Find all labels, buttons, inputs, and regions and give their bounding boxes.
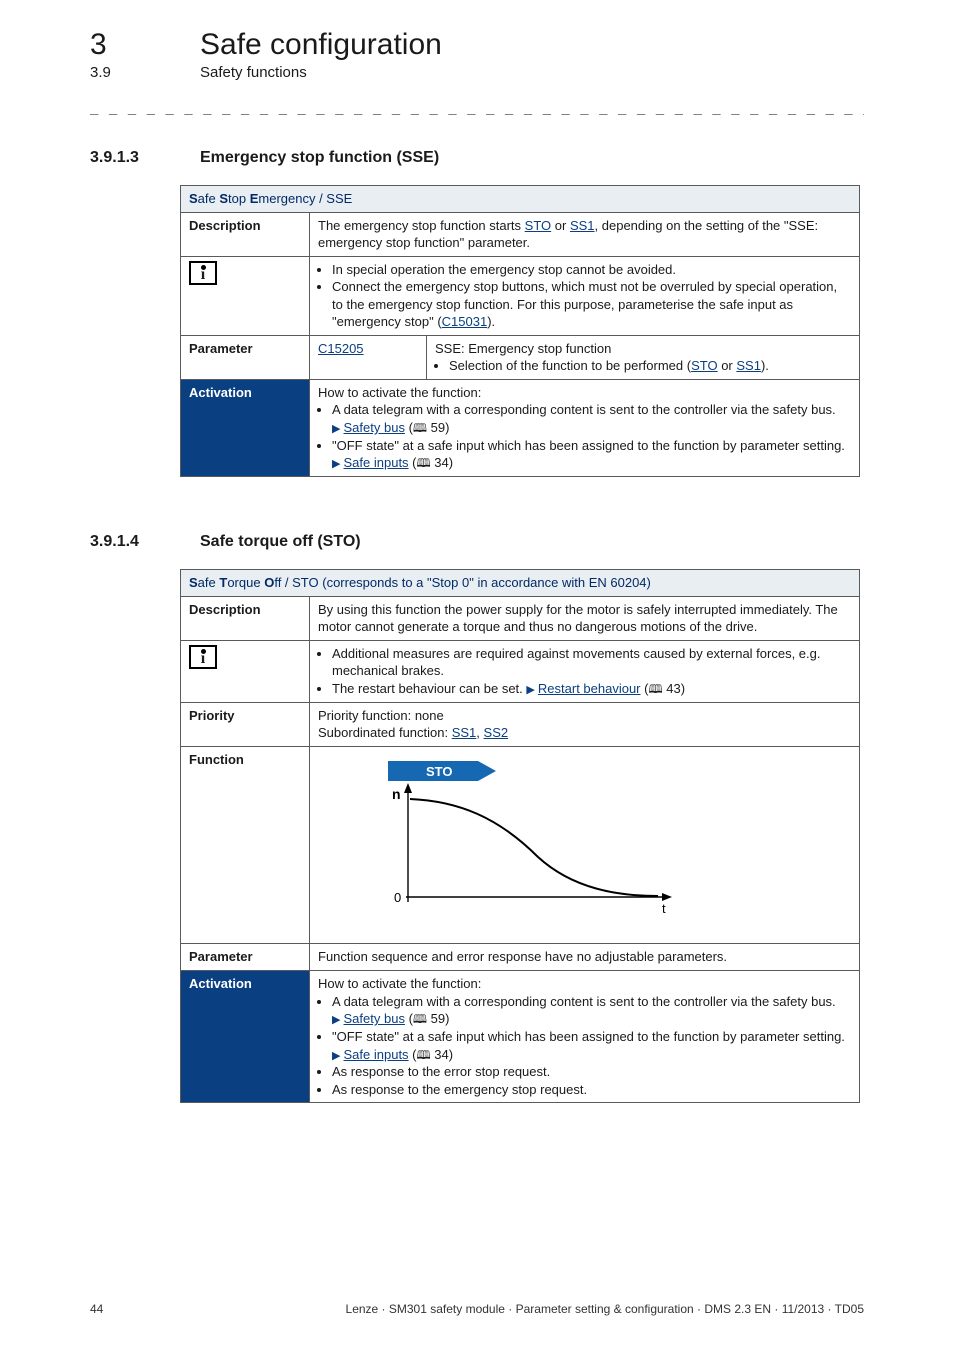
sse-param-text: SSE: Emergency stop function Selection o…	[427, 335, 860, 379]
chapter-header: 3 Safe configuration	[90, 28, 864, 62]
section-header: 3.9 Safety functions	[90, 64, 864, 81]
page-footer: 44 Lenze · SM301 safety module · Paramet…	[90, 1302, 864, 1316]
sto-title-row: Safe Torque Off / STO (corresponds to a …	[181, 570, 860, 597]
sse-activation-label: Activation	[181, 379, 310, 476]
sse-desc-label: Description	[181, 212, 310, 256]
sto-activation-label: Activation	[181, 971, 310, 1103]
link-safety-bus[interactable]: Safety bus	[344, 420, 405, 435]
x-axis-label: t	[662, 901, 666, 916]
sto-heading-number: 3.9.1.4	[90, 533, 200, 551]
page-number: 44	[90, 1302, 103, 1316]
triangle-icon: ▶	[526, 684, 538, 696]
sto-desc-text: By using this function the power supply …	[310, 596, 860, 640]
sto-priority-label: Priority	[181, 702, 310, 746]
sto-priority-text: Priority function: none Subordinated fun…	[310, 702, 860, 746]
sse-param-code-cell: C15205	[310, 335, 427, 379]
link-ss1-2[interactable]: SS1	[736, 358, 761, 373]
sto-chart: STO n 0 t	[328, 757, 698, 927]
book-icon: 🕮	[413, 1012, 427, 1026]
footer-text: Lenze · SM301 safety module · Parameter …	[346, 1302, 864, 1316]
link-c15031[interactable]: C15031	[442, 314, 488, 329]
y-zero-label: 0	[394, 890, 401, 905]
sse-table: Safe Stop Emergency / SSE Description Th…	[180, 185, 860, 477]
sse-desc-text: The emergency stop function starts STO o…	[310, 212, 860, 256]
sto-table: Safe Torque Off / STO (corresponds to a …	[180, 569, 860, 1103]
sse-activation-text: How to activate the function: A data tel…	[310, 379, 860, 476]
link-restart-behaviour[interactable]: Restart behaviour	[538, 681, 641, 696]
link-sto-2[interactable]: STO	[691, 358, 718, 373]
section-title: Safety functions	[200, 64, 307, 81]
sse-title-row: Safe Stop Emergency / SSE	[181, 186, 860, 213]
sse-heading-title: Emergency stop function (SSE)	[200, 149, 439, 167]
book-icon: 🕮	[417, 456, 431, 470]
section-number: 3.9	[90, 64, 200, 81]
triangle-icon: ▶	[332, 1014, 344, 1026]
link-safe-inputs-2[interactable]: Safe inputs	[344, 1047, 409, 1062]
link-ss2[interactable]: SS2	[484, 725, 509, 740]
sse-info-icon-cell: ı	[181, 256, 310, 335]
triangle-icon: ▶	[332, 423, 344, 435]
sto-info-text: Additional measures are required against…	[310, 640, 860, 702]
book-icon: 🕮	[413, 421, 427, 435]
y-axis-label: n	[392, 786, 401, 802]
sse-param-label: Parameter	[181, 335, 310, 379]
sse-heading: 3.9.1.3 Emergency stop function (SSE)	[90, 149, 864, 167]
sto-heading-title: Safe torque off (STO)	[200, 533, 361, 551]
book-icon: 🕮	[648, 682, 662, 696]
sse-info-text: In special operation the emergency stop …	[310, 256, 860, 335]
info-icon: ı	[189, 261, 217, 285]
svg-text:STO: STO	[426, 764, 453, 779]
chapter-title: Safe configuration	[200, 28, 442, 62]
triangle-icon: ▶	[332, 458, 344, 470]
link-c15205[interactable]: C15205	[318, 341, 364, 356]
sto-function-label: Function	[181, 746, 310, 944]
info-icon: ı	[189, 645, 217, 669]
link-ss1-3[interactable]: SS1	[452, 725, 477, 740]
sto-heading: 3.9.1.4 Safe torque off (STO)	[90, 533, 864, 551]
sse-heading-number: 3.9.1.3	[90, 149, 200, 167]
sto-param-text: Function sequence and error response hav…	[310, 944, 860, 971]
link-safe-inputs[interactable]: Safe inputs	[344, 455, 409, 470]
horizontal-rule: _ _ _ _ _ _ _ _ _ _ _ _ _ _ _ _ _ _ _ _ …	[90, 99, 864, 115]
chapter-number: 3	[90, 28, 200, 62]
link-safety-bus-2[interactable]: Safety bus	[344, 1011, 405, 1026]
book-icon: 🕮	[417, 1048, 431, 1062]
triangle-icon: ▶	[332, 1050, 344, 1062]
sto-activation-text: How to activate the function: A data tel…	[310, 971, 860, 1103]
sto-param-label: Parameter	[181, 944, 310, 971]
sto-function-diagram: STO n 0 t	[310, 746, 860, 944]
link-ss1[interactable]: SS1	[570, 218, 595, 233]
link-sto[interactable]: STO	[525, 218, 552, 233]
sto-info-icon-cell: ı	[181, 640, 310, 702]
sto-desc-label: Description	[181, 596, 310, 640]
